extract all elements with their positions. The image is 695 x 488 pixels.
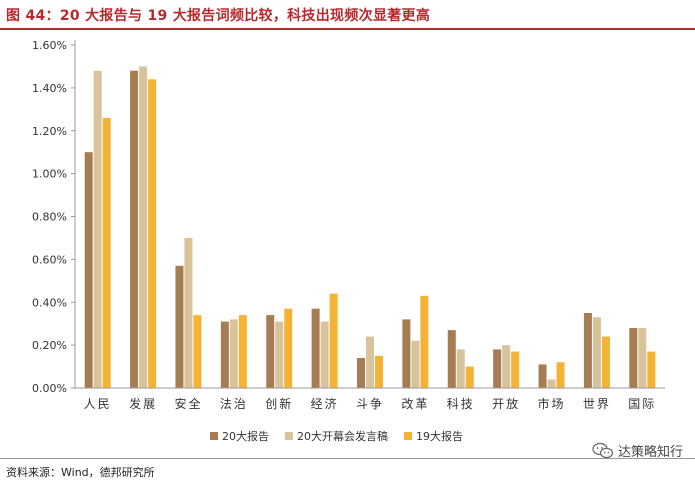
legend-swatch [285, 432, 293, 440]
bar [193, 315, 202, 388]
x-tick-label: 国际 [628, 397, 656, 411]
y-tick-label: 0.80% [32, 211, 67, 224]
bar [284, 308, 293, 388]
bar [411, 340, 420, 388]
bar [502, 345, 511, 388]
legend-swatch [210, 432, 218, 440]
bar [402, 319, 411, 388]
bar [175, 265, 184, 388]
bar [447, 330, 456, 388]
title-bar: 图 44：20 大报告与 19 大报告词频比较，科技出现频次显著更高 [0, 0, 695, 30]
watermark-text: 达策略知行 [617, 445, 683, 460]
x-tick-label: 开放 [492, 396, 520, 411]
legend-label: 20大开幕会发言稿 [297, 430, 388, 443]
bar [130, 70, 139, 388]
bar [148, 79, 157, 389]
x-tick-label: 法治 [220, 397, 248, 411]
x-tick-label: 发展 [129, 396, 157, 411]
bar [366, 336, 374, 388]
legend-label: 20大报告 [222, 430, 269, 443]
bar [556, 362, 565, 388]
bar [329, 293, 338, 388]
bar [601, 336, 610, 388]
x-tick-label: 改革 [401, 397, 429, 411]
wechat-icon [592, 442, 614, 458]
bar-chart: 0.00% 0.20% 0.40% 0.60% 0.80% 1.00% 1.20% 1.40%… [32, 39, 665, 411]
legend-label: 19大报告 [416, 430, 463, 443]
x-tick-label: 创新 [265, 396, 293, 411]
bar [311, 308, 320, 388]
bar [538, 364, 547, 388]
footer-divider [0, 458, 695, 459]
y-tick-label: 0.40% [32, 296, 67, 309]
bar [583, 312, 592, 388]
bar [547, 379, 556, 388]
bar [465, 366, 474, 388]
bar [629, 327, 638, 388]
x-tick-label: 科技 [447, 397, 475, 411]
x-tick-label: 斗争 [356, 397, 384, 411]
watermark: 达策略知行 [592, 441, 683, 460]
x-tick-label: 人民 [84, 397, 112, 411]
bar [84, 152, 93, 388]
legend-item: 19大报告 [404, 428, 463, 444]
y-tick-label: 1.60% [32, 39, 67, 52]
bar [266, 315, 275, 388]
bar [592, 317, 601, 388]
bar [456, 349, 465, 388]
bar [139, 66, 148, 388]
source-note: 资料来源：Wind，德邦研究所 [6, 466, 155, 479]
bar [275, 321, 284, 388]
bar [93, 70, 102, 388]
legend: 20大报告 20大开幕会发言稿 19大报告 [210, 428, 479, 444]
bar [420, 295, 429, 388]
bar [320, 321, 329, 388]
bar [102, 117, 111, 388]
bar [511, 351, 520, 388]
y-tick-label: 0.20% [32, 339, 67, 352]
x-tick-label: 经济 [311, 396, 339, 411]
x-tick-label: 世界 [583, 397, 611, 411]
legend-swatch [404, 432, 412, 440]
bar [357, 357, 365, 388]
y-axis: 0.00% 0.20% 0.40% 0.60% 0.80% 1.00% 1.20% 1.40%… [32, 39, 76, 395]
bar [220, 321, 229, 388]
bar [375, 355, 383, 388]
x-tick-label: 安全 [174, 396, 202, 411]
y-tick-label: 1.40% [32, 82, 67, 95]
y-tick-label: 0.60% [32, 253, 67, 266]
x-axis: 人民 发展 安全 法治 创新 经济 斗争 改革 科技 开放 市场 世界 国际 [75, 387, 665, 411]
y-tick-label: 0.00% [32, 382, 67, 395]
x-tick-label: 市场 [538, 396, 566, 411]
legend-item: 20大报告 [210, 428, 269, 444]
bar [184, 237, 193, 388]
bar [638, 327, 647, 388]
bar [493, 349, 502, 388]
legend-item: 20大开幕会发言稿 [285, 428, 388, 444]
y-tick-label: 1.00% [32, 168, 67, 181]
y-tick-label: 1.20% [32, 125, 67, 138]
chart-title: 图 44：20 大报告与 19 大报告词频比较，科技出现频次显著更高 [6, 8, 431, 24]
bar [238, 315, 247, 388]
bar [647, 351, 656, 388]
bar [229, 319, 238, 388]
bars [84, 66, 656, 389]
